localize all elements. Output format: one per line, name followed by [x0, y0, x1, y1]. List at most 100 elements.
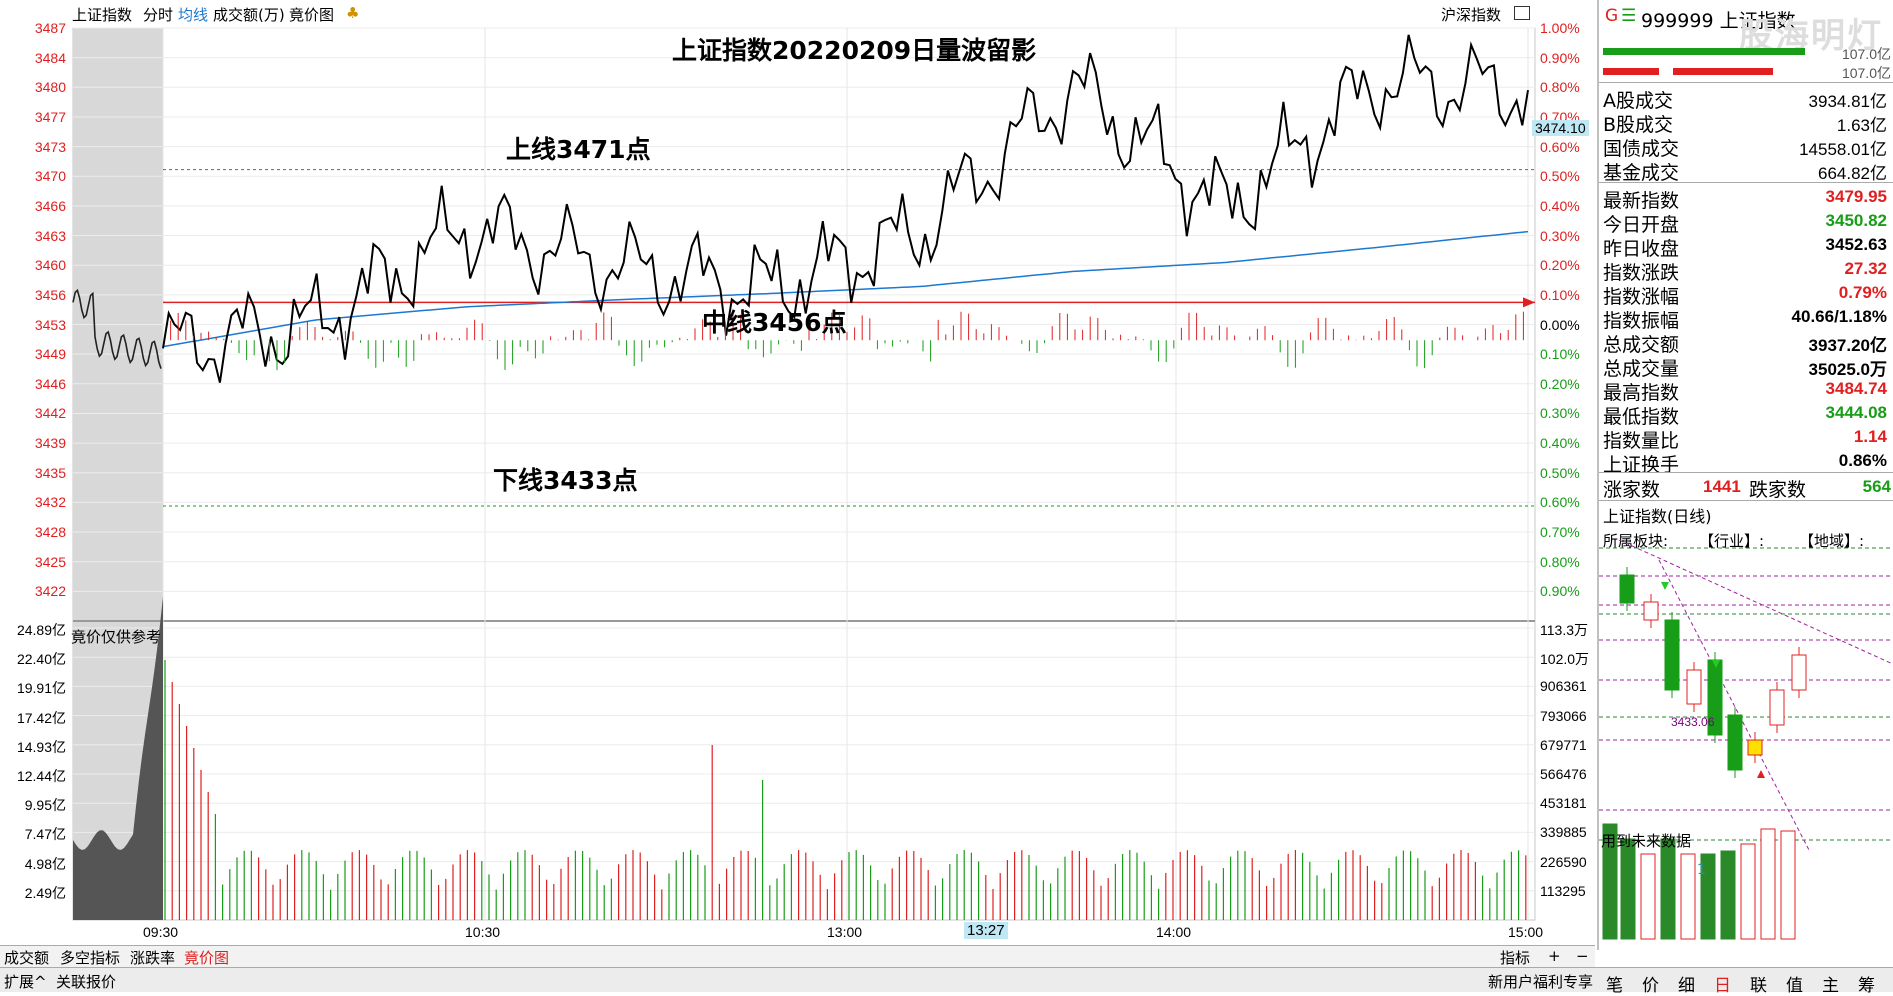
rtab-jia[interactable]: 价: [1642, 976, 1659, 996]
menu-timeshare[interactable]: 分时: [143, 6, 174, 24]
time-tick: 13:00: [827, 924, 863, 940]
volume-tick-right: 566476: [1540, 766, 1587, 782]
rtab-zhu[interactable]: 主: [1822, 976, 1839, 996]
current-price-tag: 3474.10: [1532, 120, 1589, 136]
sector-label: 所属板块:: [1603, 532, 1669, 550]
price-tick: 3446: [34, 375, 66, 392]
rtab-chou[interactable]: 筹: [1858, 976, 1875, 996]
price-tick: 3463: [34, 227, 66, 244]
menu-icon[interactable]: ☰: [1621, 6, 1637, 26]
advance-label: 涨家数: [1603, 479, 1661, 501]
volume-tick-right: 113295: [1540, 882, 1586, 899]
intraday-chart-panel[interactable]: 上证指数 分时 均线 成交额(万) 竟价图 ♣ 沪深指数 3487 3484 348…: [0, 0, 1595, 968]
zoom-in-button[interactable]: +: [1548, 947, 1561, 965]
window-icon[interactable]: [1514, 6, 1530, 20]
cursor-time-tag: 13:27: [964, 922, 1008, 939]
turnover-key: 基金成交: [1603, 162, 1680, 184]
price-tick: 3487: [34, 20, 66, 36]
kline-volume-bar: [1660, 838, 1676, 940]
premarket-volume-area: [73, 596, 163, 920]
status-bar: 扩展^ 关联报价 新用户福利专享 笔 价 细 日 联 值 主 筹: [0, 967, 1893, 996]
kline-trend-line: [1658, 559, 1810, 851]
market-label[interactable]: 沪深指数: [1441, 6, 1502, 24]
stat-key: 最新指数: [1603, 190, 1680, 212]
tab-rise-fall[interactable]: 涨跌率: [130, 949, 176, 967]
pct-tick: 0.60%: [1540, 138, 1580, 155]
advance-count: 1441: [1703, 477, 1741, 496]
pct-tick: 0.30%: [1540, 227, 1580, 244]
rtab-ri[interactable]: 日: [1714, 976, 1731, 996]
rtab-zhi[interactable]: 值: [1786, 976, 1803, 996]
pct-tick: 0.10%: [1540, 286, 1580, 303]
menu-auction[interactable]: 竟价图: [289, 6, 335, 24]
top-value-2: 107.0亿: [1841, 65, 1891, 81]
rtab-xi[interactable]: 细: [1678, 976, 1695, 996]
g-label: G: [1605, 6, 1619, 26]
pct-tick: 0.80%: [1540, 79, 1580, 96]
time-tick: 10:30: [465, 924, 501, 940]
stat-value: 35025.0万: [1808, 360, 1887, 379]
volume-tick-right: 453181: [1540, 795, 1587, 812]
menu-avg-line[interactable]: 均线: [178, 6, 209, 24]
pct-tick: 0.90%: [1540, 583, 1580, 600]
volume-panel-label: 竟价仅供参考: [71, 628, 162, 646]
price-tick: 3425: [34, 553, 66, 570]
pct-tick: 0.40%: [1540, 435, 1580, 452]
kline-candle: [1619, 574, 1635, 604]
stat-key: 今日开盘: [1603, 214, 1680, 236]
rtab-lian[interactable]: 联: [1750, 976, 1767, 996]
promo-link[interactable]: 新用户福利专享: [1488, 973, 1594, 991]
related-quote-button[interactable]: 关联报价: [56, 973, 117, 991]
stat-row: 上证换手 0.86%: [1601, 450, 1891, 476]
turnover-row: 基金成交 664.82亿: [1601, 158, 1891, 184]
stat-row: 最高指数 3484.74: [1601, 378, 1891, 404]
rtab-bi[interactable]: 笔: [1606, 976, 1623, 996]
stat-key: 指数量比: [1603, 430, 1680, 452]
kline-price-label: 3433.06: [1671, 715, 1715, 729]
pct-tick: 0.50%: [1540, 168, 1580, 185]
expand-button[interactable]: 扩展^: [4, 973, 47, 991]
tab-long-short[interactable]: 多空指标: [60, 949, 121, 967]
zoom-out-button[interactable]: −: [1576, 947, 1589, 965]
price-tick: 3477: [34, 108, 66, 125]
chart-header: 上证指数 分时 均线 成交额(万) 竟价图 ♣ 沪深指数: [0, 0, 1595, 27]
stat-key: 总成交额: [1603, 334, 1680, 356]
stat-key: 总成交量: [1603, 358, 1680, 380]
kline-volume-bar: [1680, 853, 1696, 940]
stat-value: 3444.08: [1825, 403, 1887, 422]
stat-key: 指数涨跌: [1603, 262, 1680, 284]
pct-tick: 0.70%: [1540, 524, 1580, 541]
pct-tick: 0.90%: [1540, 49, 1580, 66]
stat-value: 3484.74: [1825, 379, 1887, 398]
stat-row: 总成交量 35025.0万: [1601, 354, 1891, 380]
stat-key: 上证换手: [1603, 454, 1680, 476]
stat-key: 昨日收盘: [1603, 238, 1680, 260]
mid-line-arrow: [1523, 297, 1535, 308]
tab-volume[interactable]: 成交额: [4, 949, 50, 967]
price-tick: 3480: [34, 79, 66, 96]
volume-tick: 22.40亿: [16, 651, 66, 668]
stat-value: 0.86%: [1838, 451, 1887, 470]
bell-icon[interactable]: ♣: [346, 4, 360, 22]
indicator-tabs: 成交额 多空指标 涨跌率 竟价图 指标 + −: [0, 945, 1595, 968]
turnover-key: A股成交: [1603, 90, 1673, 112]
turnover-key: B股成交: [1603, 114, 1674, 136]
tab-indicator[interactable]: 指标: [1500, 949, 1531, 967]
turnover-row: 国债成交 14558.01亿: [1601, 134, 1891, 160]
top-value-1: 107.0亿: [1841, 46, 1891, 62]
stat-key: 最高指数: [1603, 382, 1680, 404]
menu-volume[interactable]: 成交额(万): [213, 6, 285, 24]
turnover-value: 14558.01亿: [1799, 140, 1887, 159]
pct-tick: 0.00%: [1540, 316, 1580, 333]
daily-kline-chart[interactable]: [1599, 540, 1893, 945]
price-tick: 3460: [34, 257, 66, 274]
kline-volume-bar: [1640, 853, 1656, 940]
stat-row: 指数涨跌 27.32: [1601, 258, 1891, 284]
price-tick: 3484: [34, 49, 66, 66]
turnover-value: 1.63亿: [1836, 116, 1887, 135]
pct-tick: 0.50%: [1540, 464, 1580, 481]
down-arrow-icon: [1661, 582, 1669, 590]
tab-auction[interactable]: 竟价图: [184, 949, 230, 967]
chart-annotation-title: 上证指数20220209日量波留影: [672, 36, 1037, 65]
turnover-row: A股成交 3934.81亿: [1601, 86, 1891, 112]
